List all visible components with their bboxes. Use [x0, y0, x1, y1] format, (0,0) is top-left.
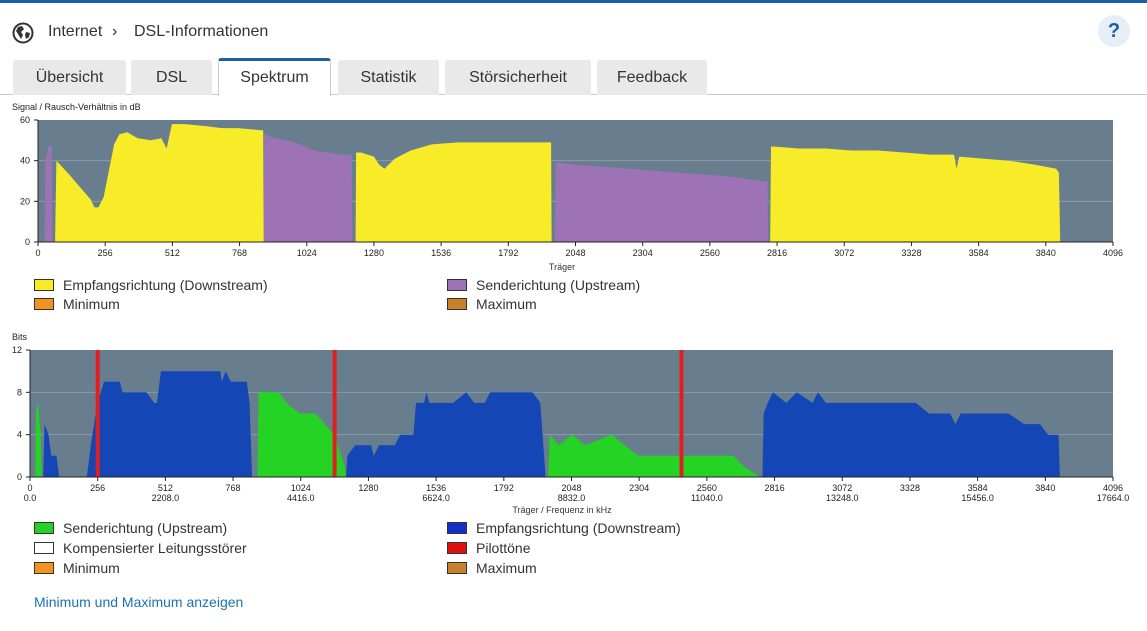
- snr-xtick-label: 3840: [1036, 248, 1056, 258]
- snr-series-1-area: [55, 124, 1061, 242]
- snr-xtick-label: 256: [98, 248, 113, 258]
- bits-xtick-label: 3840: [1035, 483, 1055, 493]
- legend-swatch: [34, 542, 54, 554]
- legend-label: Minimum: [63, 296, 120, 312]
- bits-xtick-label: 2048: [561, 483, 581, 493]
- breadcrumb-chevron-icon: ›: [112, 23, 118, 40]
- help-button[interactable]: ?: [1098, 15, 1130, 47]
- snr-xtick-label: 1792: [498, 248, 518, 258]
- snr-xtick-label: 2816: [767, 248, 787, 258]
- snr-ytick-label: 60: [20, 115, 30, 125]
- legend-label: Maximum: [476, 296, 537, 312]
- bits-freq-tick-label: 4416.0: [287, 493, 315, 503]
- legend-swatch: [34, 522, 54, 534]
- bits-xtick-label: 0: [27, 483, 32, 493]
- bits-freq-tick-label: 6624.0: [422, 493, 450, 503]
- legend-label: Empfangsrichtung (Downstream): [476, 520, 681, 536]
- snr-ytick-label: 0: [25, 237, 30, 247]
- bits-ytick-label: 12: [12, 345, 22, 355]
- bits-freq-tick-label: 0.0: [24, 493, 37, 503]
- globe-icon: [12, 22, 34, 44]
- bits-xtick-label: 1792: [494, 483, 514, 493]
- bits-xtick-label: 3072: [832, 483, 852, 493]
- snr-xtick-label: 2560: [700, 248, 720, 258]
- tab-feedback[interactable]: Feedback: [597, 60, 707, 95]
- tab-uebersicht[interactable]: Übersicht: [13, 60, 126, 95]
- bits-freq-tick-label: 11040.0: [691, 493, 723, 503]
- bits-ytick-label: 4: [17, 430, 22, 440]
- bits-xtick-label: 3584: [968, 483, 988, 493]
- bits-xtick-label: 1280: [358, 483, 378, 493]
- legend-label: Maximum: [476, 560, 537, 576]
- bits-freq-tick-label: 17664.0: [1097, 493, 1130, 503]
- bits-xtick-label: 256: [90, 483, 105, 493]
- bits-xtick-label: 2304: [629, 483, 649, 493]
- bits-xtick-label: 512: [158, 483, 173, 493]
- bits-freq-tick-label: 8832.0: [558, 493, 586, 503]
- top-accent-line: [0, 0, 1147, 3]
- legend-label: Senderichtung (Upstream): [476, 277, 641, 293]
- legend-label: Kompensierter Leitungsstörer: [63, 540, 247, 556]
- snr-chart-svg: Signal / Rausch-Verhältnis in dB Träger …: [12, 102, 1123, 272]
- legend-swatch: [34, 279, 54, 291]
- snr-xtick-label: 4096: [1103, 248, 1123, 258]
- bits-chart-svg: Bits Träger / Frequenz in kHz 0 4 8 12 0 256 5…: [12, 332, 1130, 515]
- tab-statistik[interactable]: Statistik: [338, 60, 439, 95]
- bits-xtick-label: 768: [226, 483, 241, 493]
- breadcrumb-internet[interactable]: Internet: [48, 23, 103, 40]
- snr-series-0-area: [44, 134, 769, 242]
- legend-swatch: [34, 298, 54, 310]
- snr-ytick-label: 20: [20, 196, 30, 206]
- legend-swatch: [447, 562, 467, 574]
- bits-xtick-label: 1024: [291, 483, 311, 493]
- snr-xtick-label: 0: [35, 248, 40, 258]
- snr-xtick-label: 3328: [901, 248, 921, 258]
- snr-ytick-label: 40: [20, 156, 30, 166]
- bits-xtick-label: 3328: [900, 483, 920, 493]
- snr-xtick-label: 1536: [431, 248, 451, 258]
- bits-freq-tick-label: 13248.0: [826, 493, 859, 503]
- snr-xtick-label: 512: [165, 248, 180, 258]
- bits-ytick-label: 0: [17, 472, 22, 482]
- legend-label: Empfangsrichtung (Downstream): [63, 277, 268, 293]
- legend-label: Minimum: [63, 560, 120, 576]
- snr-xtick-label: 768: [232, 248, 247, 258]
- bits-freq-tick-label: 2208.0: [152, 493, 180, 503]
- legend-swatch: [447, 542, 467, 554]
- page-title: DSL-Informationen: [134, 23, 269, 40]
- legend-label: Senderichtung (Upstream): [63, 520, 228, 536]
- legend-label: Pilottöne: [476, 540, 531, 556]
- bits-series-1-area: [43, 371, 1060, 477]
- bits-xlabel: Träger / Frequenz in kHz: [512, 505, 612, 515]
- bits-series-0-area: [35, 392, 760, 477]
- snr-xtick-label: 1024: [297, 248, 317, 258]
- tab-dsl[interactable]: DSL: [131, 60, 212, 95]
- tab-bar: Übersicht DSL Spektrum Statistik Störsic…: [0, 58, 1147, 96]
- bits-xtick-label: 4096: [1103, 483, 1123, 493]
- bits-chart: Bits Träger / Frequenz in kHz 0 4 8 12 0 256 5…: [0, 330, 1147, 516]
- legend-swatch: [34, 562, 54, 574]
- bits-xtick-label: 2560: [697, 483, 717, 493]
- show-min-max-link[interactable]: Minimum und Maximum anzeigen: [34, 594, 244, 610]
- snr-ylabel: Signal / Rausch-Verhältnis in dB: [12, 102, 141, 112]
- tab-stoersicherheit[interactable]: Störsicherheit: [445, 60, 591, 95]
- bits-xtick-label: 1536: [426, 483, 446, 493]
- snr-chart: Signal / Rausch-Verhältnis in dB Träger …: [0, 100, 1147, 275]
- page-header: Internet › DSL-Informationen ?: [0, 3, 1147, 55]
- snr-xlabel: Träger: [549, 262, 575, 272]
- snr-xtick-label: 3072: [834, 248, 854, 258]
- bits-freq-tick-label: 15456.0: [961, 493, 994, 503]
- snr-xtick-label: 1280: [364, 248, 384, 258]
- bits-ytick-label: 8: [17, 387, 22, 397]
- tab-spektrum[interactable]: Spektrum: [218, 58, 331, 96]
- snr-xtick-label: 3584: [969, 248, 989, 258]
- bits-ylabel: Bits: [12, 332, 28, 342]
- legend-swatch: [447, 298, 467, 310]
- legend-swatch: [447, 279, 467, 291]
- bits-xtick-label: 2816: [765, 483, 785, 493]
- snr-xtick-label: 2048: [565, 248, 585, 258]
- snr-xtick-label: 2304: [633, 248, 653, 258]
- legend-swatch: [447, 522, 467, 534]
